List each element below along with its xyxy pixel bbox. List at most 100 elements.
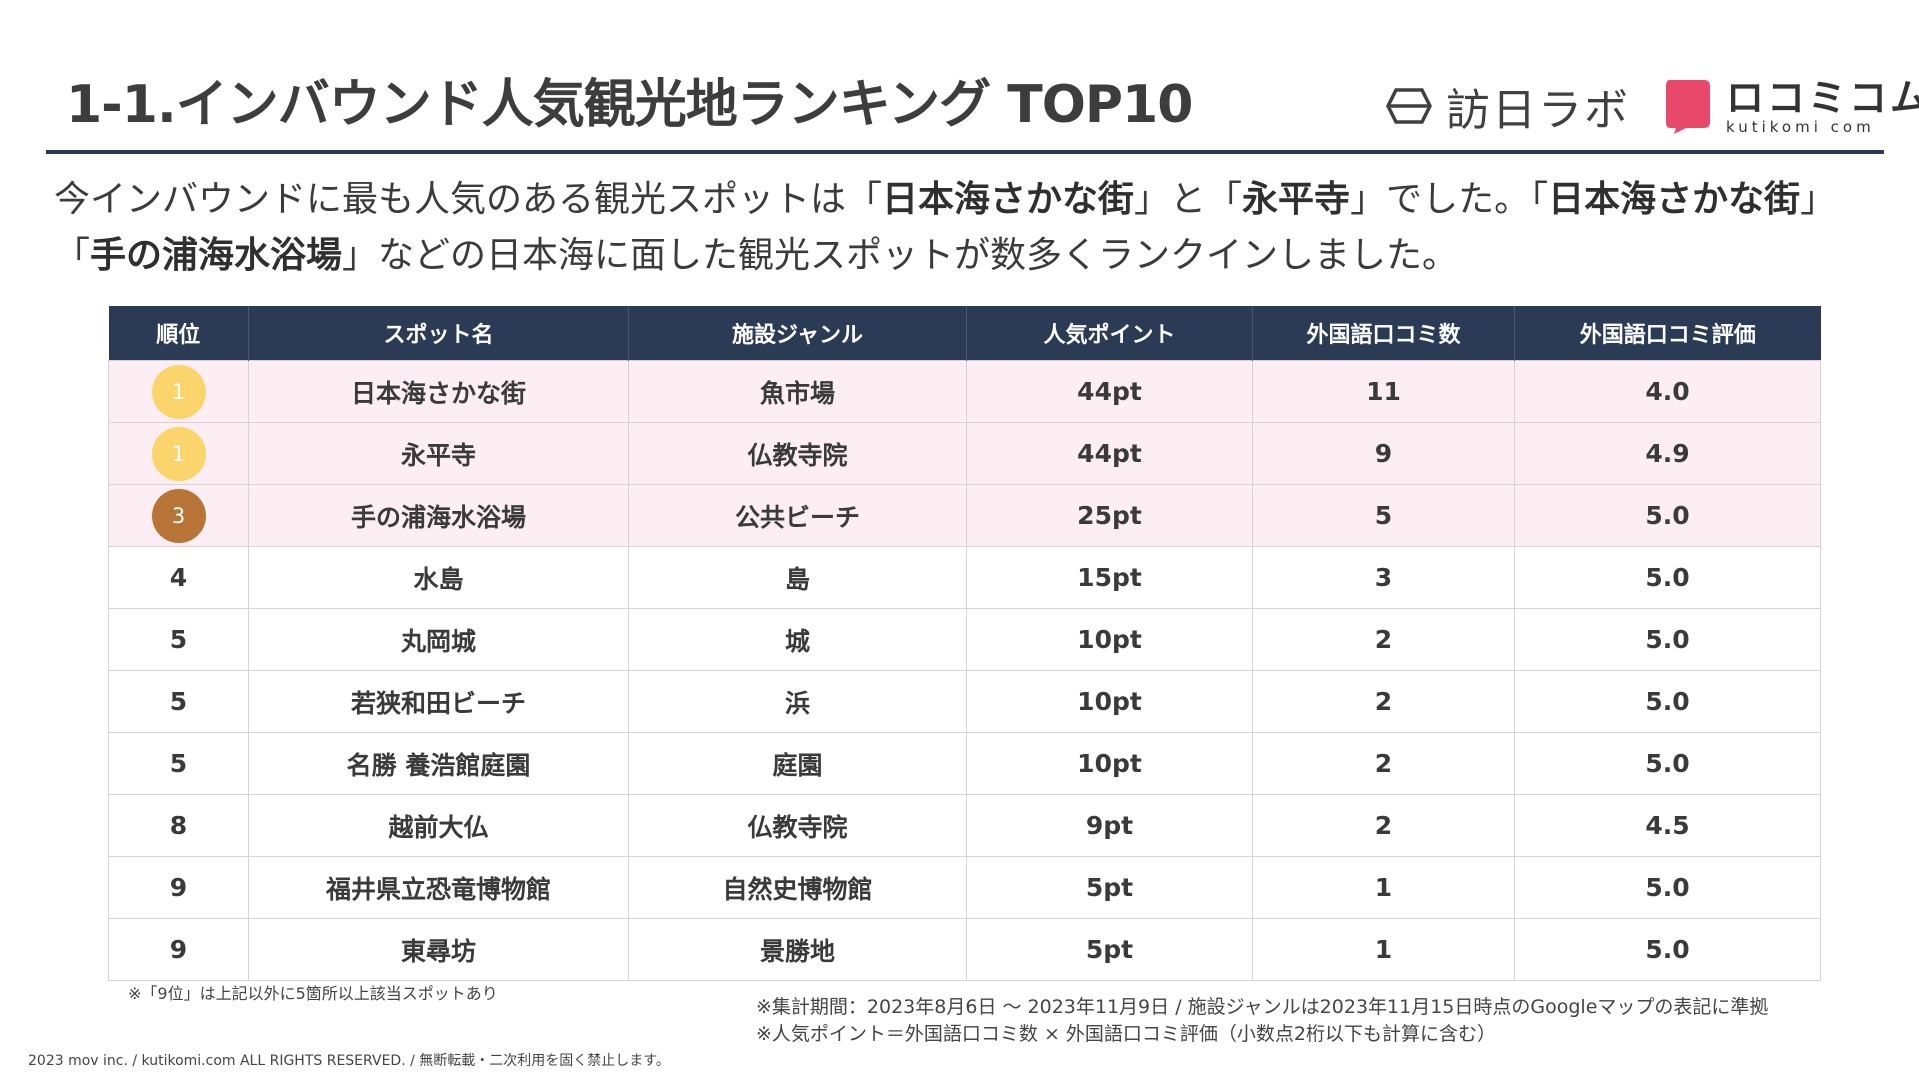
lead-text: 」「 — [54, 179, 1837, 276]
page-title: 1-1.インバウンド人気観光地ランキング TOP10 — [66, 75, 1193, 135]
points-cell: 15pt — [966, 546, 1253, 609]
header-spot-name: スポット名 — [248, 306, 629, 361]
review-count-cell: 2 — [1252, 608, 1515, 671]
lead-emphasis: 永平寺 — [1242, 179, 1351, 220]
lead-text: 」などの日本海に面した観光スポットが数多くランクインしました。 — [342, 235, 1459, 276]
ranking-table: 順位 スポット名 施設ジャンル 人気ポイント 外国語口コミ数 外国語口コミ評価 … — [108, 306, 1821, 981]
rank-cell: 1 — [108, 422, 249, 485]
lead-emphasis: 日本海さかな街 — [882, 179, 1135, 220]
rating-cell: 5.0 — [1514, 918, 1821, 981]
header-review-count: 外国語口コミ数 — [1252, 306, 1515, 361]
review-count-cell: 2 — [1252, 732, 1515, 795]
genre-cell: 仏教寺院 — [628, 794, 967, 857]
rating-cell: 5.0 — [1514, 856, 1821, 919]
gold-medal-badge: 1 — [151, 426, 206, 481]
genre-cell: 島 — [628, 546, 967, 609]
lead-emphasis: 手の浦海水浴場 — [90, 235, 343, 276]
bronze-medal-badge: 3 — [151, 488, 206, 543]
genre-cell: 自然史博物館 — [628, 856, 967, 919]
rating-cell: 4.0 — [1514, 360, 1821, 423]
review-count-cell: 3 — [1252, 546, 1515, 609]
table-row: 8 越前大仏 仏教寺院 9pt 2 4.5 — [108, 794, 1821, 857]
kutikomi-logo-subtext: kutikomi com — [1726, 118, 1875, 136]
points-cell: 44pt — [966, 422, 1253, 485]
header-rank: 順位 — [108, 306, 249, 361]
genre-cell: 景勝地 — [628, 918, 967, 981]
points-cell: 5pt — [966, 856, 1253, 919]
points-cell: 10pt — [966, 670, 1253, 733]
spot-name-cell: 永平寺 — [248, 422, 629, 485]
points-cell: 9pt — [966, 794, 1253, 857]
review-count-cell: 2 — [1252, 794, 1515, 857]
rank-cell: 9 — [108, 856, 249, 919]
lead-emphasis: 日本海さかな街 — [1548, 179, 1801, 220]
gold-medal-badge: 1 — [151, 364, 206, 419]
footnote-method: ※集計期間：2023年8月6日 〜 2023年11月9日 / 施設ジャンルは20… — [756, 994, 1768, 1048]
header-review-rating: 外国語口コミ評価 — [1514, 306, 1821, 361]
rating-cell: 5.0 — [1514, 608, 1821, 671]
spot-name-cell: 福井県立恐竜博物館 — [248, 856, 629, 919]
table-row: 5 丸岡城 城 10pt 2 5.0 — [108, 608, 1821, 671]
spot-name-cell: 東尋坊 — [248, 918, 629, 981]
rank-cell: 9 — [108, 918, 249, 981]
review-count-cell: 11 — [1252, 360, 1515, 423]
table-row: 3 手の浦海水浴場 公共ビーチ 25pt 5 5.0 — [108, 484, 1821, 547]
rank-cell: 8 — [108, 794, 249, 857]
table-row: 1 永平寺 仏教寺院 44pt 9 4.9 — [108, 422, 1821, 485]
review-count-cell: 2 — [1252, 670, 1515, 733]
review-count-cell: 5 — [1252, 484, 1515, 547]
kutikomi-logo: ロコミコム kutikomi com — [1664, 78, 1919, 138]
genre-cell: 城 — [628, 608, 967, 671]
lead-text: 」でした。「 — [1350, 179, 1549, 220]
rating-cell: 5.0 — [1514, 732, 1821, 795]
houjitsu-logo-icon — [1386, 88, 1432, 124]
spot-name-cell: 越前大仏 — [248, 794, 629, 857]
spot-name-cell: 丸岡城 — [248, 608, 629, 671]
header-genre: 施設ジャンル — [628, 306, 967, 361]
footnote-period: ※集計期間：2023年8月6日 〜 2023年11月9日 / 施設ジャンルは20… — [756, 996, 1769, 1018]
houjitsu-logo-text: 訪日ラボ — [1446, 85, 1630, 136]
table-header-row: 順位 スポット名 施設ジャンル 人気ポイント 外国語口コミ数 外国語口コミ評価 — [108, 306, 1821, 361]
rank-cell: 5 — [108, 608, 249, 671]
spot-name-cell: 名勝 養浩館庭園 — [248, 732, 629, 795]
header-points: 人気ポイント — [966, 306, 1253, 361]
table-row: 9 福井県立恐竜博物館 自然史博物館 5pt 1 5.0 — [108, 856, 1821, 919]
table-row: 9 東尋坊 景勝地 5pt 1 5.0 — [108, 918, 1821, 981]
review-count-cell: 1 — [1252, 918, 1515, 981]
title-underline — [46, 150, 1884, 154]
genre-cell: 浜 — [628, 670, 967, 733]
review-count-cell: 9 — [1252, 422, 1515, 485]
review-count-cell: 1 — [1252, 856, 1515, 919]
spot-name-cell: 若狭和田ビーチ — [248, 670, 629, 733]
rank-cell: 5 — [108, 732, 249, 795]
spot-name-cell: 水島 — [248, 546, 629, 609]
lead-text: 今インバウンドに最も人気のある観光スポットは「 — [54, 179, 883, 220]
points-cell: 10pt — [966, 732, 1253, 795]
lead-text: 」と「 — [1134, 179, 1243, 220]
genre-cell: 魚市場 — [628, 360, 967, 423]
kutikomi-logo-icon — [1666, 80, 1710, 134]
genre-cell: 仏教寺院 — [628, 422, 967, 485]
rating-cell: 4.9 — [1514, 422, 1821, 485]
rating-cell: 5.0 — [1514, 670, 1821, 733]
footnote-rank: ※「9位」は上記以外に5箇所以上該当スポットあり — [128, 984, 498, 1003]
copyright-footer: 2023 mov inc. / kutikomi.com ALL RIGHTS … — [28, 1053, 670, 1069]
genre-cell: 庭園 — [628, 732, 967, 795]
lead-paragraph: 今インバウンドに最も人気のある観光スポットは「日本海さかな街」と「永平寺」でした… — [54, 172, 1854, 284]
table-row: 5 名勝 養浩館庭園 庭園 10pt 2 5.0 — [108, 732, 1821, 795]
rank-cell: 4 — [108, 546, 249, 609]
spot-name-cell: 日本海さかな街 — [248, 360, 629, 423]
points-cell: 44pt — [966, 360, 1253, 423]
table-row: 5 若狭和田ビーチ 浜 10pt 2 5.0 — [108, 670, 1821, 733]
rating-cell: 4.5 — [1514, 794, 1821, 857]
houjitsu-labo-logo: 訪日ラボ — [1386, 78, 1630, 136]
table-row: 4 水島 島 15pt 3 5.0 — [108, 546, 1821, 609]
rank-cell: 5 — [108, 670, 249, 733]
rating-cell: 5.0 — [1514, 484, 1821, 547]
table-row: 1 日本海さかな街 魚市場 44pt 11 4.0 — [108, 360, 1821, 423]
rating-cell: 5.0 — [1514, 546, 1821, 609]
points-cell: 25pt — [966, 484, 1253, 547]
points-cell: 5pt — [966, 918, 1253, 981]
rank-cell: 3 — [108, 484, 249, 547]
rank-cell: 1 — [108, 360, 249, 423]
